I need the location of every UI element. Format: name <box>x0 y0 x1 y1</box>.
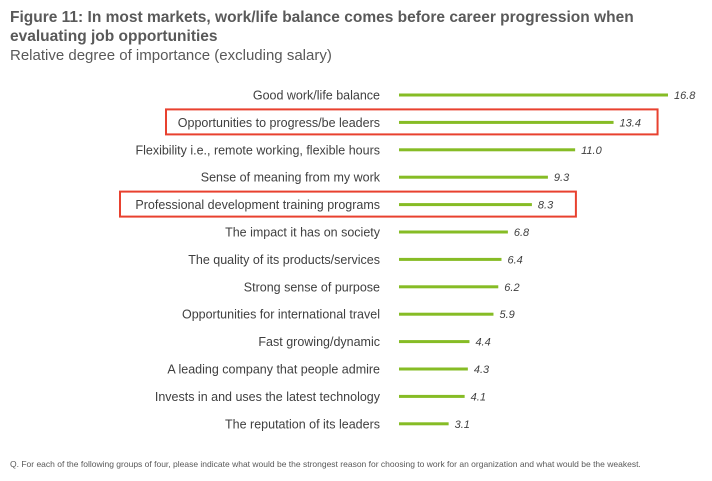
bar <box>399 93 668 97</box>
bar <box>399 257 502 261</box>
value-label: 4.1 <box>471 391 486 403</box>
category-label: Professional development training progra… <box>135 198 380 212</box>
value-label: 6.4 <box>507 254 522 266</box>
value-label: 4.4 <box>475 337 490 349</box>
highlight-box <box>119 190 577 218</box>
category-label: Strong sense of purpose <box>244 280 380 294</box>
category-label: A leading company that people admire <box>167 363 380 377</box>
category-label: The quality of its products/services <box>188 253 380 267</box>
value-label: 3.1 <box>455 419 470 431</box>
bar <box>399 340 470 344</box>
chart-title: Figure 11: In most markets, work/life ba… <box>10 9 634 45</box>
bar <box>399 312 494 316</box>
category-label: The impact it has on society <box>225 226 381 240</box>
value-label: 5.9 <box>499 309 514 321</box>
bar <box>399 422 449 426</box>
highlight-box <box>165 108 659 136</box>
category-label: Fast growing/dynamic <box>258 335 380 349</box>
bar <box>399 203 532 207</box>
bar <box>399 230 508 234</box>
value-label: 9.3 <box>554 172 570 184</box>
category-label: Opportunities for international travel <box>182 308 380 322</box>
bar <box>399 175 548 179</box>
value-label: 13.4 <box>620 117 641 129</box>
bar <box>399 148 576 152</box>
chart-subtitle: Relative degree of importance (excluding… <box>10 47 332 64</box>
bar <box>399 120 614 124</box>
value-label: 6.8 <box>514 227 530 239</box>
category-label: Opportunities to progress/be leaders <box>178 116 380 130</box>
category-label: Good work/life balance <box>253 89 380 103</box>
bar <box>399 285 499 289</box>
category-label: Flexibility i.e., remote working, flexib… <box>135 143 380 157</box>
bar <box>399 367 468 371</box>
category-label: The reputation of its leaders <box>225 417 380 431</box>
bar <box>399 394 465 398</box>
value-label: 16.8 <box>674 90 696 102</box>
value-label: 4.3 <box>474 364 490 376</box>
value-label: 6.2 <box>504 282 519 294</box>
category-label: Invests in and uses the latest technolog… <box>155 390 381 404</box>
category-label: Sense of meaning from my work <box>201 171 381 185</box>
footnote: Q. For each of the following groups of f… <box>10 459 641 469</box>
value-label: 8.3 <box>538 200 554 212</box>
value-label: 11.0 <box>581 145 602 157</box>
